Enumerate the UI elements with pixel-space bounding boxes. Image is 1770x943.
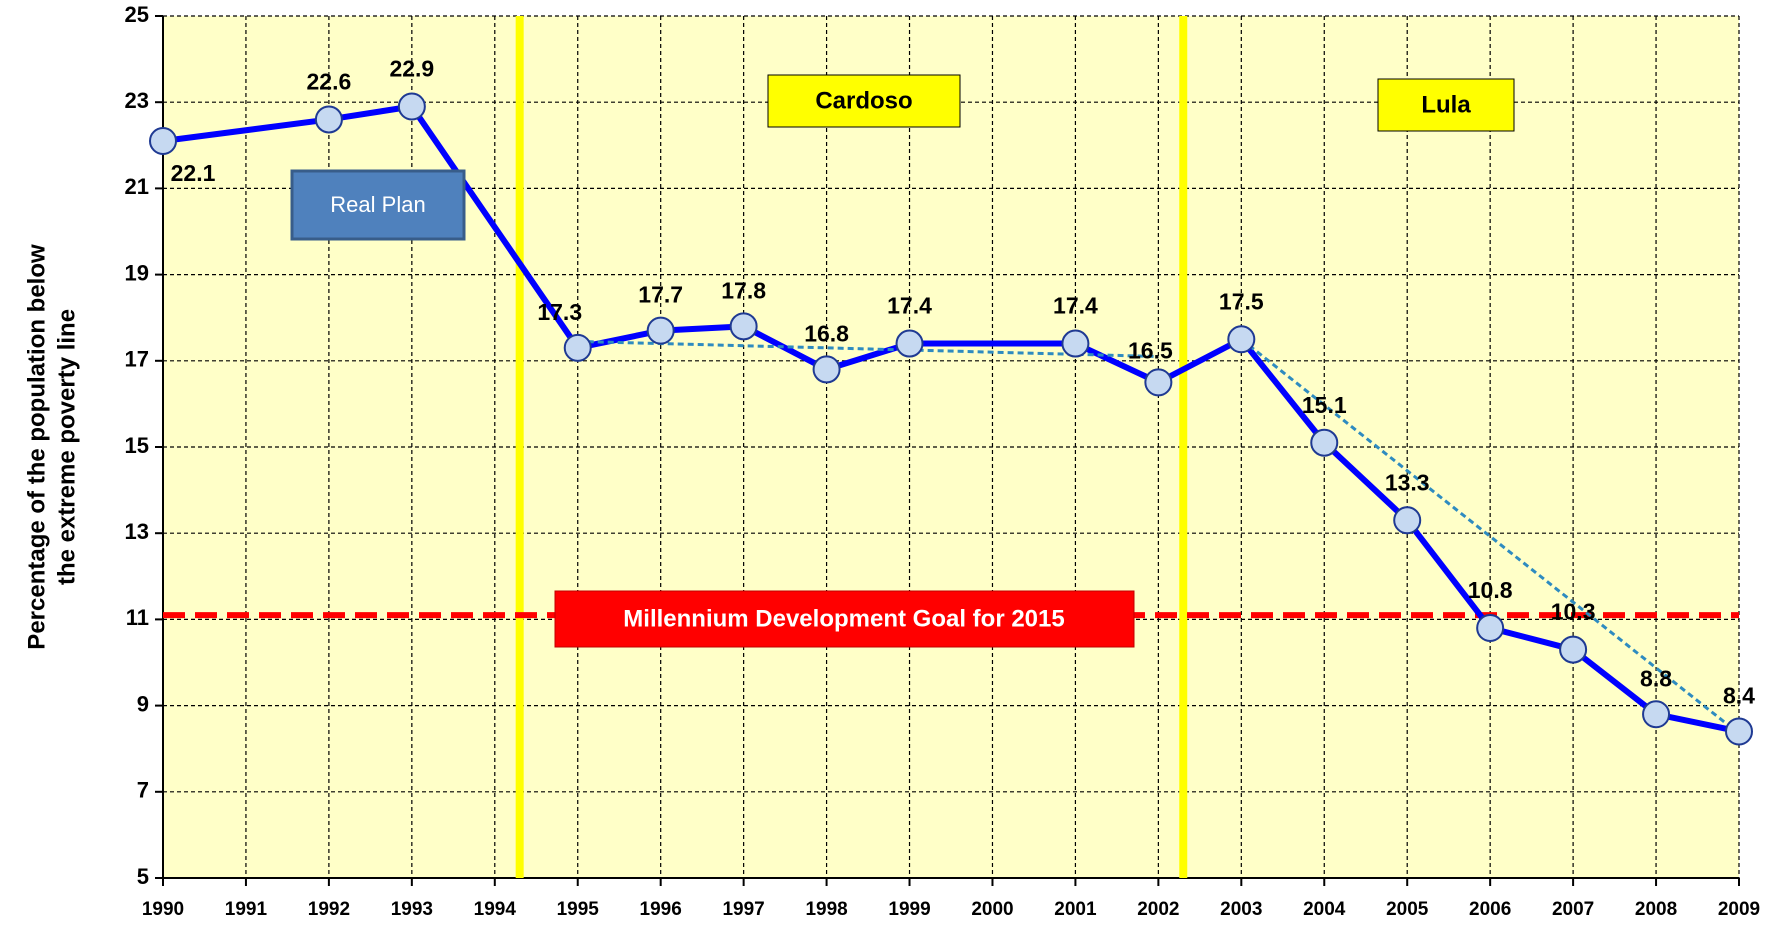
- data-point: [812, 355, 841, 384]
- data-point: [1144, 368, 1173, 397]
- trend-line: [1240, 338, 1740, 735]
- trend-line: [577, 339, 1159, 358]
- y-tick-label: 9: [137, 691, 149, 716]
- y-axis-title: the extreme poverty line: [53, 309, 80, 585]
- data-label: 16.8: [804, 320, 849, 346]
- x-tick-label: 2004: [1303, 899, 1346, 920]
- annotation-box: [290, 169, 466, 241]
- data-label: 13.3: [1385, 469, 1430, 495]
- data-point: [1227, 325, 1256, 354]
- data-point: [1310, 428, 1339, 457]
- x-tick-label: 2001: [1054, 899, 1097, 920]
- data-label: 10.8: [1468, 577, 1513, 603]
- data-label: 22.1: [171, 160, 216, 186]
- x-tick-label: 1995: [557, 899, 600, 920]
- data-point: [1393, 506, 1422, 535]
- annotation: Real Plan: [330, 192, 425, 217]
- data-label: 15.1: [1302, 392, 1347, 418]
- annotation-box: [554, 590, 1135, 648]
- data-point: [149, 126, 177, 155]
- annotation: Lula: [1421, 91, 1471, 118]
- x-tick-label: 2008: [1635, 899, 1677, 920]
- x-tick-label: 1994: [474, 899, 517, 920]
- y-tick-label: 15: [125, 433, 149, 458]
- annotation: Cardoso: [815, 87, 912, 114]
- data-label: 17.8: [721, 277, 766, 303]
- y-tick-label: 19: [125, 260, 149, 285]
- x-tick-label: 1998: [805, 899, 847, 920]
- data-point: [1476, 614, 1505, 643]
- x-tick-label: 2006: [1469, 899, 1511, 920]
- y-tick-label: 7: [137, 778, 149, 803]
- x-tick-label: 2009: [1718, 899, 1760, 920]
- annotation-box: [767, 74, 961, 128]
- data-point: [1559, 635, 1588, 664]
- x-tick-label: 1990: [142, 899, 184, 920]
- y-axis-title: Percentage of the population below: [23, 244, 50, 650]
- data-label: 22.9: [389, 56, 434, 82]
- x-tick-label: 2003: [1220, 899, 1262, 920]
- data-point: [1061, 329, 1090, 358]
- x-tick-label: 1991: [225, 899, 268, 920]
- data-point: [563, 333, 592, 362]
- data-label: 17.4: [887, 293, 932, 319]
- y-tick-label: 11: [126, 605, 149, 630]
- data-point: [1725, 717, 1753, 746]
- data-label: 17.3: [537, 299, 582, 325]
- x-tick-label: 1999: [888, 899, 930, 920]
- y-tick-label: 5: [137, 864, 149, 889]
- x-tick-label: 1993: [391, 899, 433, 920]
- data-label: 17.7: [638, 282, 683, 308]
- x-tick-label: 2007: [1552, 899, 1594, 920]
- data-label: 8.8: [1640, 665, 1672, 691]
- data-label: 17.5: [1219, 288, 1264, 314]
- x-tick-label: 1996: [640, 899, 682, 920]
- y-tick-label: 25: [125, 2, 149, 27]
- y-tick-label: 13: [125, 519, 149, 544]
- data-label: 17.4: [1053, 293, 1098, 319]
- data-point: [1642, 700, 1671, 729]
- y-tick-label: 21: [125, 174, 149, 199]
- data-label: 8.4: [1723, 683, 1755, 709]
- y-tick-label: 17: [125, 347, 149, 372]
- data-point: [314, 105, 343, 134]
- x-tick-label: 2005: [1386, 899, 1429, 920]
- data-label: 10.3: [1551, 599, 1596, 625]
- x-tick-label: 2002: [1137, 899, 1179, 920]
- data-point: [646, 316, 675, 345]
- annotation: Millennium Development Goal for 2015: [623, 605, 1064, 632]
- data-point: [397, 92, 426, 121]
- x-tick-label: 1992: [308, 899, 350, 920]
- data-label: 16.5: [1128, 337, 1173, 363]
- data-point: [895, 329, 924, 358]
- x-tick-label: 1997: [722, 899, 764, 920]
- y-tick-label: 23: [125, 88, 149, 113]
- data-label: 22.6: [307, 69, 352, 95]
- x-tick-label: 2000: [971, 899, 1013, 920]
- annotation-box: [1377, 78, 1515, 132]
- data-point: [729, 312, 758, 341]
